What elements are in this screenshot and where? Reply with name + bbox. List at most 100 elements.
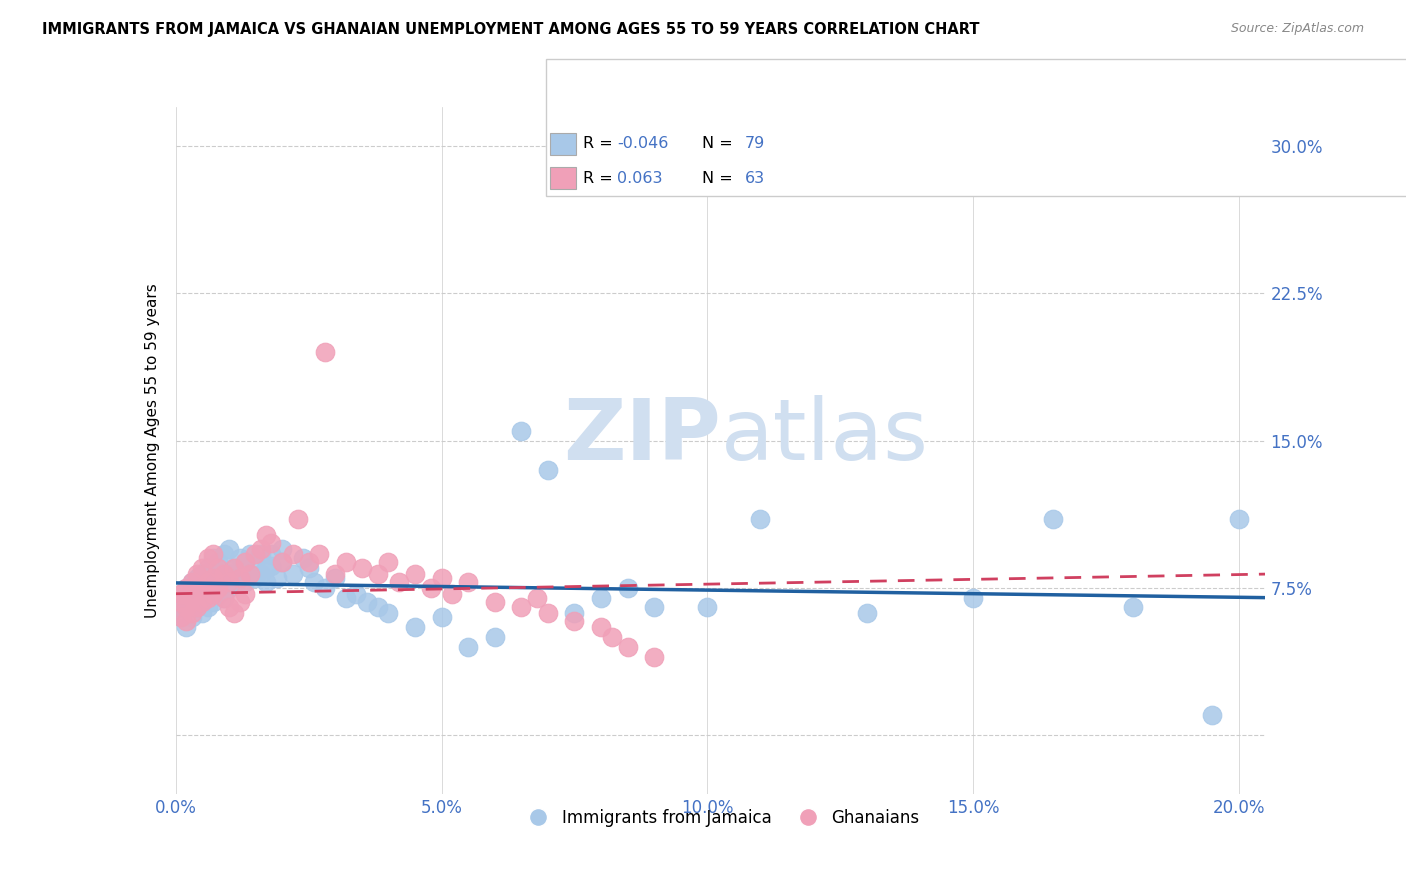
Point [484,630,506,644]
Point [281,567,304,582]
Point [271,541,294,556]
Point [323,567,346,582]
Point [292,551,315,566]
Point [170,610,193,624]
Point [589,620,612,634]
Point [589,591,612,605]
Point [201,551,224,566]
Point [233,587,256,601]
Point [233,555,256,569]
Point [170,594,193,608]
Point [308,548,330,562]
Point [281,548,304,562]
Point [176,600,198,615]
Point [239,548,262,562]
Point [696,600,718,615]
Point [186,571,208,585]
Y-axis label: Unemployment Among Ages 55 to 59 years: Unemployment Among Ages 55 to 59 years [145,283,160,618]
Point [228,571,250,585]
Point [212,548,235,562]
Point [201,571,224,585]
Legend: Immigrants from Jamaica, Ghanaians: Immigrants from Jamaica, Ghanaians [515,802,927,834]
Point [302,574,325,589]
Point [254,561,277,575]
Point [180,594,202,608]
Point [335,555,357,569]
Point [233,574,256,589]
Point [186,587,208,601]
Point [201,587,224,601]
Point [266,571,288,585]
Point [186,567,208,582]
Point [1042,512,1064,526]
Point [377,555,399,569]
Point [616,581,638,595]
Point [218,600,240,615]
Point [201,581,224,595]
Point [176,581,198,595]
Point [1201,708,1223,723]
Point [197,561,219,575]
Point [350,561,373,575]
Point [314,345,336,359]
Point [457,574,479,589]
Point [260,548,283,562]
Point [186,591,208,605]
Point [224,561,246,575]
Point [526,591,548,605]
Point [484,594,506,608]
Point [441,587,464,601]
Point [170,610,193,624]
Point [197,574,219,589]
Point [201,548,224,562]
Point [180,610,202,624]
Point [643,600,665,615]
Point [271,555,294,569]
Point [180,587,202,601]
Point [228,551,250,566]
Point [191,594,214,608]
Point [388,574,411,589]
Point [180,591,202,605]
Point [197,591,219,605]
Point [564,607,586,621]
Point [537,463,560,477]
Point [855,607,877,621]
Point [176,591,198,605]
Point [197,587,219,601]
Point [1227,512,1250,526]
Point [314,581,336,595]
Point [186,600,208,615]
Point [260,535,283,549]
Point [212,567,235,582]
Point [228,571,250,585]
Point [191,567,214,582]
Point [377,607,399,621]
Point [287,512,309,526]
Point [191,561,214,575]
Point [430,571,453,585]
Point [249,567,271,582]
Point [564,614,586,628]
Point [176,581,198,595]
Point [176,620,198,634]
Point [260,559,283,574]
Point [180,574,202,589]
Point [191,581,214,595]
Point [510,600,533,615]
Point [430,610,453,624]
Text: atlas: atlas [721,395,928,478]
Point [254,528,277,542]
Point [207,581,229,595]
Point [271,555,294,569]
Point [249,548,271,562]
Point [207,561,229,575]
Point [207,571,229,585]
Point [191,607,214,621]
Point [298,555,321,569]
Point [254,574,277,589]
Point [224,607,246,621]
Point [191,594,214,608]
Point [356,594,378,608]
Point [537,607,560,621]
